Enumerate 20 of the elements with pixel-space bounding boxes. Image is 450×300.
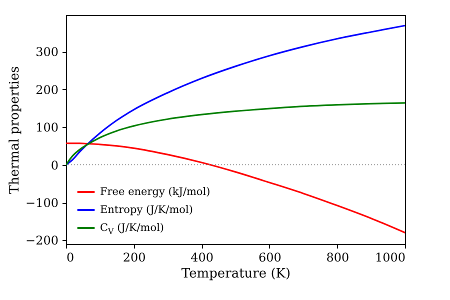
line-series [66,24,405,166]
legend-label: C$_{V}$ (J/K/mol) [100,222,164,236]
x-tick-label: 400 [190,250,214,264]
y-tick-label: 100 [36,120,58,135]
y-tick-label: −100 [26,196,58,210]
x-tick-label: 200 [122,250,146,264]
x-tick-label: 600 [258,250,282,264]
y-tick-label: 200 [36,82,58,97]
y-tick-label: 300 [36,45,58,60]
line-series [66,102,405,166]
legend-label: Entropy (J/K/mol) [100,204,193,216]
x-axis-title: Temperature (K) [181,266,291,282]
y-tick-label: 0 [50,158,58,172]
y-axis-title: Thermal properties [8,66,23,194]
x-tick-label: 0 [66,250,74,264]
line-series [66,142,405,234]
y-tick-label: −200 [26,234,58,248]
x-tick-label: 1000 [374,250,406,264]
legend-label: Free energy (kJ/mol) [100,186,210,198]
x-tick-label: 800 [326,250,350,264]
